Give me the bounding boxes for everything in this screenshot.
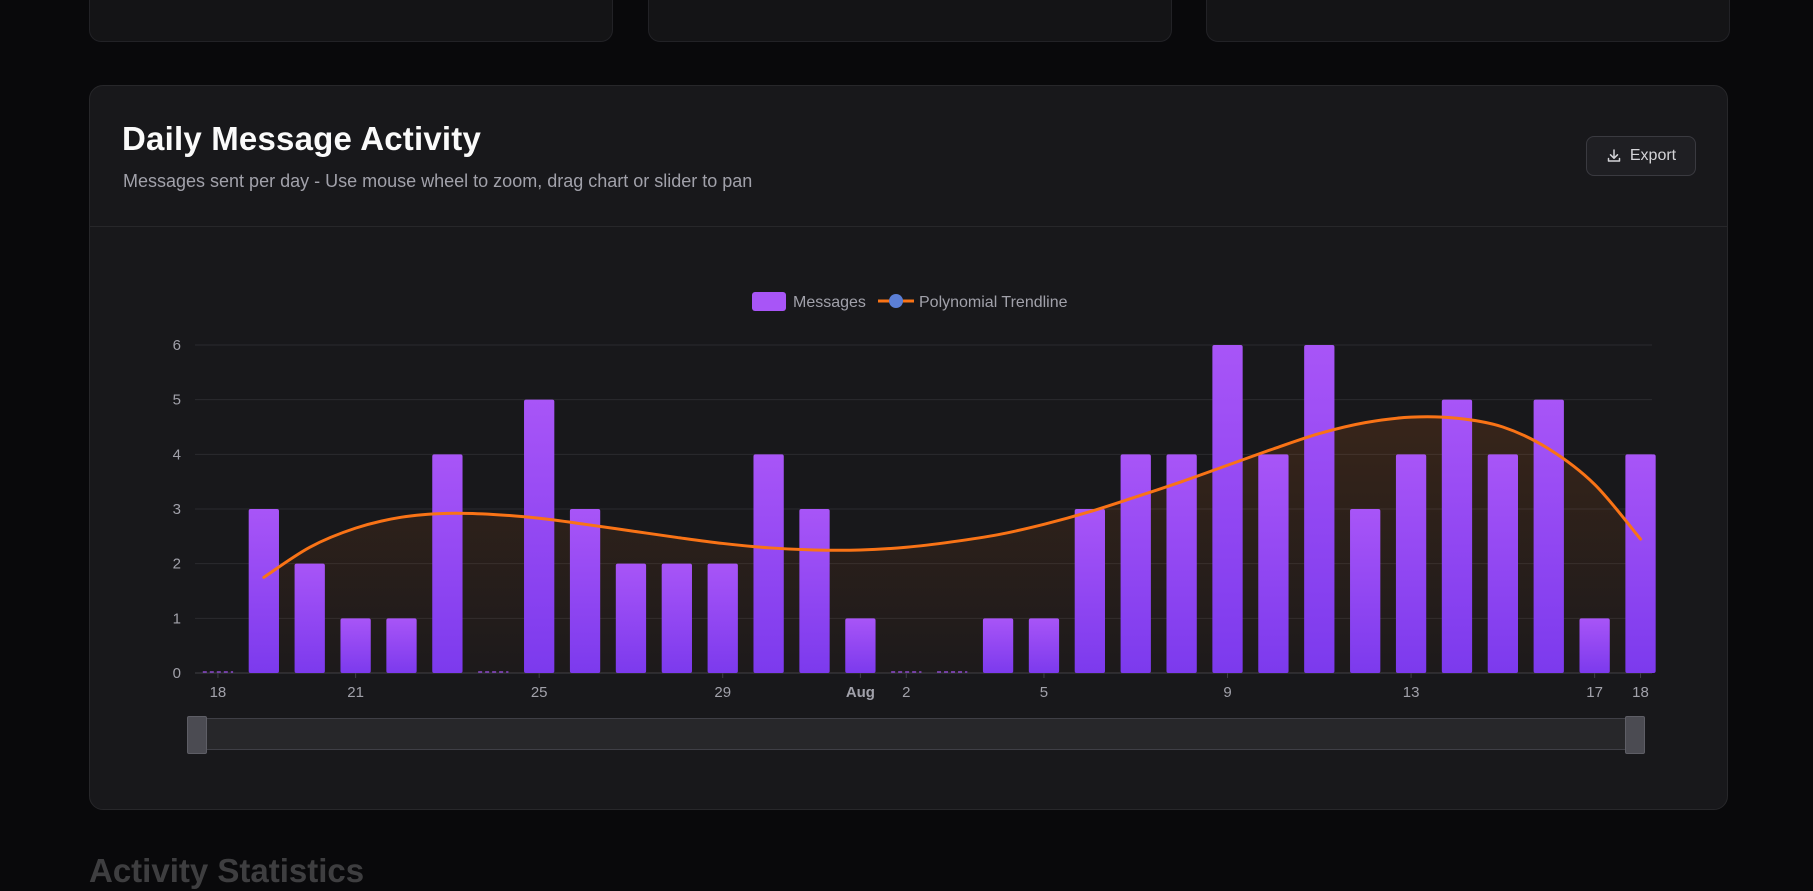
y-tick-label: 5 [173,392,181,409]
bar [1533,399,1564,673]
download-icon [1607,149,1621,162]
trendline-area [263,416,1641,673]
x-tick-label: 13 [1403,684,1420,701]
legend-label-trendline: Polynomial Trendline [919,294,1068,311]
x-tick-label: Aug [846,684,875,701]
bar [1212,345,1243,673]
bar [340,618,371,673]
bar [524,399,555,673]
zoom-range-slider[interactable] [187,716,1645,754]
bar [248,509,279,673]
x-tick-label: 21 [347,684,364,701]
export-button[interactable]: Export [1586,136,1696,176]
bar [1304,345,1335,673]
slider-handle-right[interactable] [1625,716,1645,754]
bar [845,618,876,673]
y-tick-label: 6 [173,337,181,354]
bar [1395,454,1427,673]
y-tick-label: 0 [173,665,181,682]
summary-card-1 [89,0,613,42]
bar [1441,399,1473,673]
bar [707,563,738,673]
bar [1074,509,1105,673]
daily-activity-card: Daily Message Activity Messages sent per… [89,85,1728,810]
bar [1120,454,1151,673]
bar [1028,618,1060,673]
y-tick-label: 3 [173,501,181,518]
trendline [262,415,1643,579]
bar [1350,509,1381,673]
header-divider [90,226,1727,227]
bar [294,563,325,673]
x-tick-label: 18 [1632,684,1649,701]
bar [1487,454,1519,673]
x-tick-label: 5 [1040,684,1048,701]
x-tick-label: 9 [1223,684,1231,701]
card-title: Daily Message Activity [122,120,482,157]
y-tick-label: 2 [173,556,181,573]
card-subtitle: Messages sent per day - Use mouse wheel … [123,171,753,191]
activity-statistics-heading: Activity Statistics [89,852,365,889]
x-tick-label: 25 [531,684,548,701]
x-tick-label: 2 [902,684,910,701]
legend-swatch-messages [752,292,786,311]
export-label: Export [1629,147,1677,164]
summary-card-2 [648,0,1172,42]
bar [386,618,417,673]
legend-label-messages: Messages [793,294,866,311]
bar [753,454,784,673]
x-tick-label: 17 [1586,684,1603,701]
bar [432,454,463,673]
bar [982,618,1014,673]
bar [1166,454,1197,673]
y-tick-label: 4 [173,446,181,463]
legend-marker-trendline [889,294,903,308]
x-tick-label: 29 [714,684,731,701]
bar [615,563,647,673]
bar [1579,618,1610,673]
slider-handle-left[interactable] [187,716,207,754]
x-tick-label: 18 [210,684,227,701]
bar [1258,454,1289,673]
bar [569,509,601,673]
bar [1625,454,1656,673]
bar [661,563,692,673]
summary-card-3 [1206,0,1730,42]
y-tick-label: 1 [173,610,181,627]
bar [799,509,830,673]
